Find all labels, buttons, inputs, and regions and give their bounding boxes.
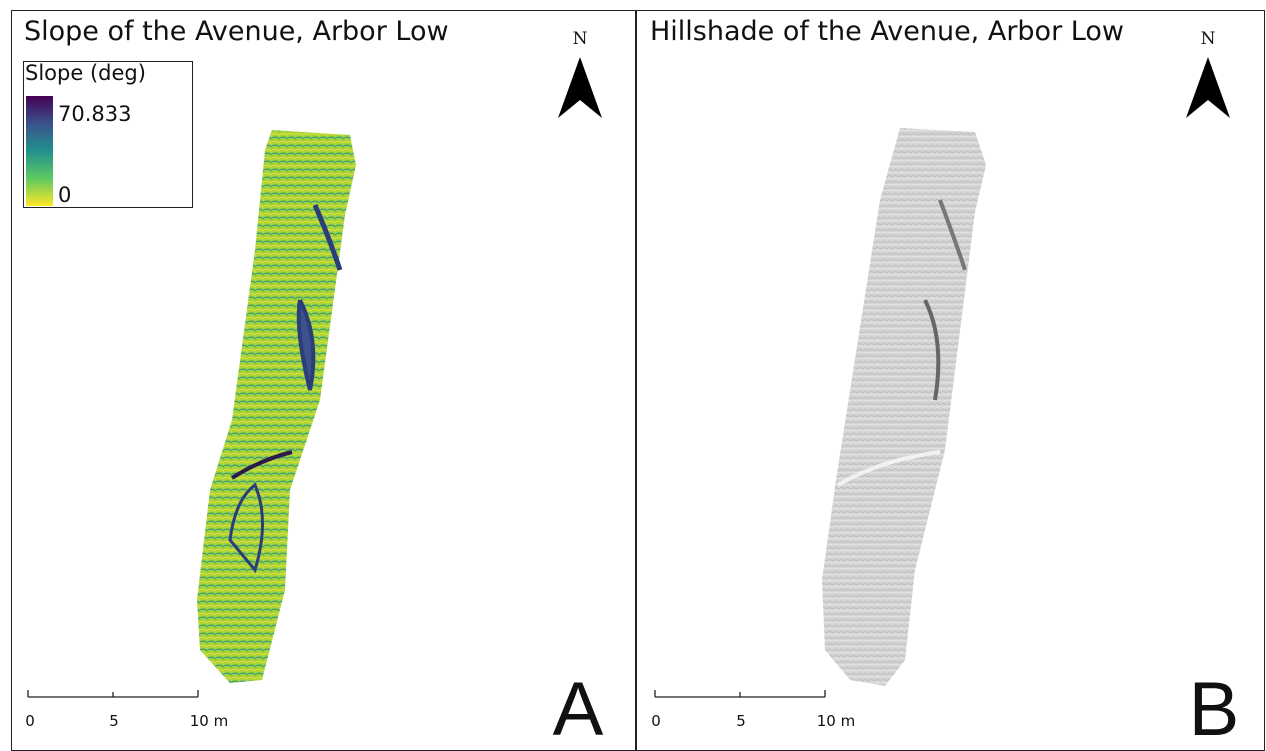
panel-a: Slope of the Avenue, Arbor Low N Slope (…: [12, 11, 636, 751]
legend-min: 0: [58, 183, 71, 207]
scale-label: 0: [651, 712, 661, 730]
scale-label: 10 m: [817, 712, 855, 730]
legend-title: Slope (deg): [25, 61, 146, 85]
panel-letter: B: [1189, 667, 1240, 751]
north-label: N: [1201, 29, 1216, 49]
north-label: N: [573, 29, 588, 49]
legend: Slope (deg) 70.833 0: [24, 61, 193, 208]
panel-letter: A: [553, 667, 604, 751]
scale-label: 5: [736, 712, 746, 730]
panel-title: Hillshade of the Avenue, Arbor Low: [650, 16, 1124, 47]
panel-title: Slope of the Avenue, Arbor Low: [24, 16, 449, 47]
scale-label: 10 m: [190, 712, 228, 730]
legend-ramp: [26, 96, 53, 206]
legend-max: 70.833: [58, 102, 131, 126]
panel-b: Hillshade of the Avenue, Arbor Low N 0 5…: [637, 11, 1265, 751]
figure: Slope of the Avenue, Arbor Low N Slope (…: [0, 0, 1266, 751]
scale-label: 0: [25, 712, 35, 730]
scale-label: 5: [109, 712, 119, 730]
